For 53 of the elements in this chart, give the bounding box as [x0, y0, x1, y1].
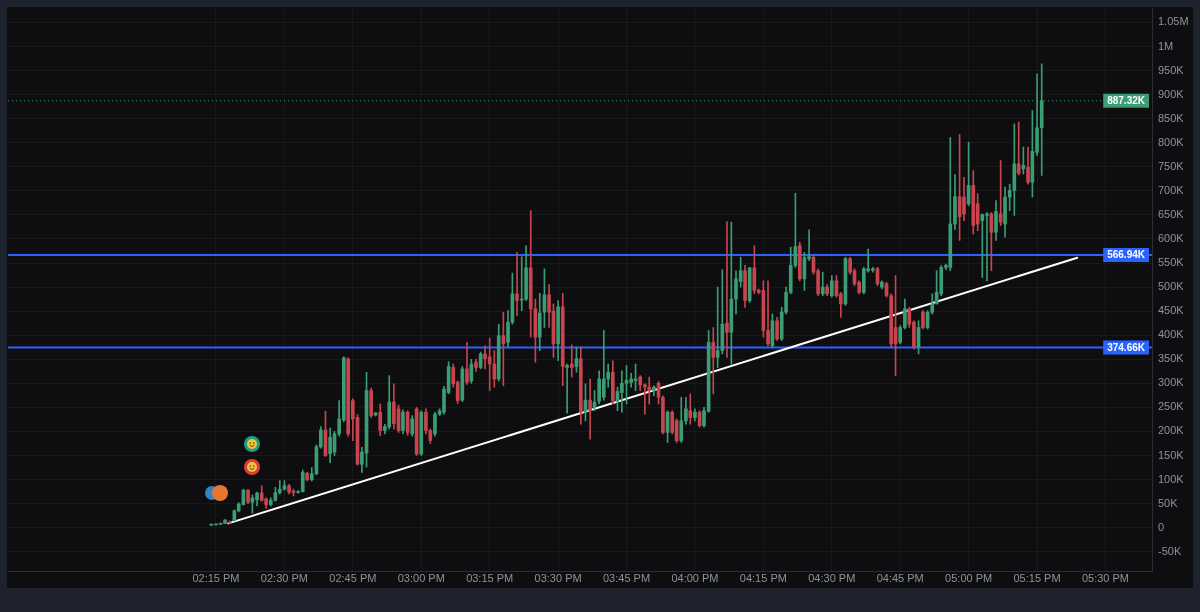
y-tick-label: 350K — [1158, 352, 1185, 365]
y-tick-label: 450K — [1158, 304, 1185, 317]
y-tick-label: 900K — [1158, 87, 1185, 100]
x-tick-label: 04:00 PM — [671, 571, 719, 584]
candlestick — [487, 337, 492, 391]
candlestick — [620, 370, 624, 413]
y-tick-label: 950K — [1158, 63, 1185, 76]
y-tick-label: 600K — [1158, 232, 1185, 245]
candlestick — [629, 372, 634, 388]
candlestick — [1016, 121, 1021, 176]
y-tick-label: -50K — [1158, 544, 1182, 557]
y-tick-label: 0 — [1158, 520, 1165, 533]
x-tick-label: 05:00 PM — [945, 571, 993, 584]
ref-line-label: 566.94K — [1107, 249, 1146, 261]
y-tick-label: 500K — [1158, 280, 1185, 293]
x-tick-label: 03:45 PM — [602, 571, 651, 584]
candlestick — [688, 393, 693, 425]
y-tick-label: 300K — [1158, 376, 1185, 389]
x-tick-label: 04:15 PM — [739, 571, 787, 584]
x-tick-label: 05:30 PM — [1081, 571, 1130, 584]
candlestick — [588, 378, 592, 440]
x-tick-label: 03:00 PM — [397, 571, 445, 584]
y-tick-label: 700K — [1158, 183, 1185, 196]
y-tick-label: 1M — [1158, 39, 1174, 52]
x-tick-label: 03:15 PM — [466, 571, 514, 584]
candlestick — [711, 327, 716, 395]
x-tick-label: 02:30 PM — [260, 571, 308, 584]
y-tick-label: 250K — [1158, 400, 1185, 413]
ref-line-label: 887.32K — [1107, 94, 1146, 106]
y-tick-label: 150K — [1158, 448, 1185, 461]
y-tick-label: 50K — [1158, 496, 1179, 509]
candlestick — [980, 213, 985, 278]
x-tick-label: 02:45 PM — [329, 571, 377, 584]
candlestick — [766, 280, 770, 347]
x-tick-label: 05:15 PM — [1013, 571, 1061, 584]
y-tick-label: 650K — [1158, 207, 1185, 220]
y-tick-label: 1.05M — [1158, 15, 1189, 28]
y-tick-label: 750K — [1158, 159, 1185, 172]
y-tick-label: 850K — [1158, 111, 1185, 124]
candlestick — [565, 363, 569, 414]
y-tick-label: 100K — [1158, 472, 1185, 485]
x-tick-label: 03:30 PM — [534, 571, 582, 584]
candlestick — [569, 344, 574, 378]
candlestick — [515, 252, 519, 316]
y-tick-label: 200K — [1158, 424, 1185, 437]
x-tick-label: 02:15 PM — [192, 571, 240, 584]
y-tick-label: 800K — [1158, 135, 1185, 148]
candlestick — [725, 221, 729, 358]
x-tick-label: 04:45 PM — [876, 571, 924, 584]
y-tick-label: 550K — [1158, 256, 1185, 269]
y-tick-label: 400K — [1158, 328, 1185, 341]
ref-line-label: 374.66K — [1107, 341, 1146, 353]
x-tick-label: 04:30 PM — [808, 571, 856, 584]
